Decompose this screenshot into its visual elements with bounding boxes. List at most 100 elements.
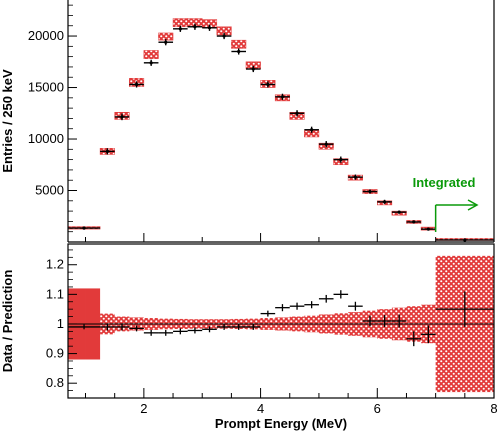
ratio-point-21	[391, 314, 407, 328]
data-point-marker-22	[412, 220, 416, 224]
data-point-18	[348, 174, 363, 180]
data-point-marker-24	[463, 238, 467, 242]
data-point-13	[275, 93, 290, 100]
ratio-y-axis-label: Data / Prediction	[0, 270, 15, 373]
ratio-x-tick-label-0: 2	[140, 401, 147, 416]
ratio-point-4	[143, 329, 159, 336]
data-point-marker-23	[426, 227, 430, 231]
data-point-marker-19	[368, 189, 372, 194]
data-point-5	[158, 39, 174, 46]
ratio-point-15	[304, 301, 319, 309]
ratio-point-3	[129, 325, 144, 332]
data-point-marker-2	[120, 115, 124, 119]
data-point-11	[245, 65, 261, 73]
ratio-point-9	[216, 323, 232, 330]
data-point-marker-6	[178, 27, 182, 31]
data-point-22	[406, 220, 422, 224]
spectrum-y-tick-label-3: 20000	[28, 28, 64, 43]
ratio-frame	[67, 243, 495, 399]
spectrum-y-tick-label-0: 5000	[35, 183, 64, 198]
ratio-point-16	[318, 294, 334, 303]
data-point-2	[114, 113, 130, 121]
data-point-marker-0	[82, 226, 86, 230]
ratio-point-8	[202, 326, 217, 333]
ratio-point-5	[158, 329, 174, 336]
data-point-marker-13	[280, 95, 285, 99]
ratio-point-20	[377, 315, 392, 327]
data-point-marker-10	[237, 49, 241, 54]
ratio-point-11	[245, 323, 261, 330]
data-point-4	[143, 59, 159, 66]
data-point-marker-15	[310, 128, 314, 132]
data-point-24	[435, 238, 494, 242]
ratio-x-tick-label-2: 6	[374, 401, 381, 416]
data-point-marker-17	[339, 158, 343, 162]
data-point-7	[187, 23, 203, 30]
prediction-band-5	[158, 32, 174, 41]
data-point-marker-1	[105, 149, 109, 153]
data-point-marker-20	[382, 200, 387, 204]
ratio-y-tick-label-0: 0.8	[46, 375, 64, 390]
ratio-point-13	[275, 304, 290, 312]
ratio-point-18	[348, 301, 363, 311]
data-points-group	[68, 23, 494, 242]
data-point-12	[260, 81, 276, 88]
data-point-marker-8	[207, 26, 212, 30]
ratio-point-0	[68, 324, 101, 330]
data-point-marker-12	[266, 82, 270, 87]
data-point-8	[202, 24, 217, 31]
ratio-point-19	[362, 315, 378, 327]
ratio-point-2	[114, 323, 130, 331]
data-point-10	[231, 48, 246, 55]
ratio-point-24	[435, 291, 494, 327]
data-point-marker-3	[134, 82, 139, 87]
ratio-point-17	[333, 290, 349, 299]
ratio-points-group	[68, 290, 494, 347]
data-point-marker-16	[324, 142, 328, 146]
data-point-17	[333, 156, 349, 163]
data-point-marker-18	[353, 175, 358, 179]
ratio-point-1	[100, 323, 115, 331]
spectrum-axes: 5000 10000 15000 20000	[28, 0, 495, 243]
ratio-point-23	[421, 325, 436, 344]
ratio-point-6	[173, 328, 188, 335]
integrated-annotation: Integrated	[413, 175, 479, 232]
prediction-band-group	[67, 18, 495, 241]
data-point-0	[68, 226, 101, 230]
ratio-y-tick-label-1: 0.9	[46, 346, 64, 361]
data-point-21	[391, 210, 407, 214]
data-point-19	[362, 189, 378, 194]
data-point-marker-5	[164, 40, 168, 44]
data-point-20	[377, 199, 392, 204]
data-point-14	[289, 110, 305, 117]
integrated-arrow-head	[467, 199, 479, 211]
prediction-band-10	[231, 39, 247, 49]
data-point-marker-14	[295, 111, 299, 115]
ratio-point-7	[187, 327, 203, 334]
data-point-9	[216, 32, 232, 40]
ratio-panel: 0.8 0.9 1 1.1 1.2 2 4 6 8 Data / Prediction Prom…	[0, 243, 498, 431]
ratio-axes: 0.8 0.9 1 1.1 1.2 2 4 6 8	[46, 243, 498, 416]
data-point-marker-9	[222, 34, 226, 38]
data-point-marker-4	[149, 61, 153, 65]
spectrum-y-tick-label-2: 15000	[28, 80, 64, 95]
prediction-band-6	[172, 18, 188, 28]
data-point-1	[100, 148, 115, 155]
spectrum-panel: 5000 10000 15000 20000 Integrated Entries /…	[0, 0, 495, 243]
ratio-point-12	[260, 310, 276, 317]
integrated-label: Integrated	[413, 175, 476, 190]
ratio-point-22	[406, 331, 422, 347]
spectrum-y-axis-label: Entries / 250 keV	[0, 69, 15, 173]
spectrum-y-tick-label-1: 10000	[28, 131, 64, 146]
ratio-y-tick-label-2: 1	[57, 316, 64, 331]
data-point-16	[318, 141, 334, 148]
data-point-3	[129, 81, 144, 88]
ratio-x-tick-label-3: 8	[490, 401, 497, 416]
x-axis-label: Prompt Energy (MeV)	[215, 416, 347, 431]
ratio-y-tick-label-3: 1.1	[46, 286, 64, 301]
ratio-point-10	[231, 323, 246, 330]
prediction-band-4	[143, 50, 159, 59]
ratio-x-tick-label-1: 4	[257, 401, 264, 416]
data-point-marker-21	[397, 210, 401, 214]
